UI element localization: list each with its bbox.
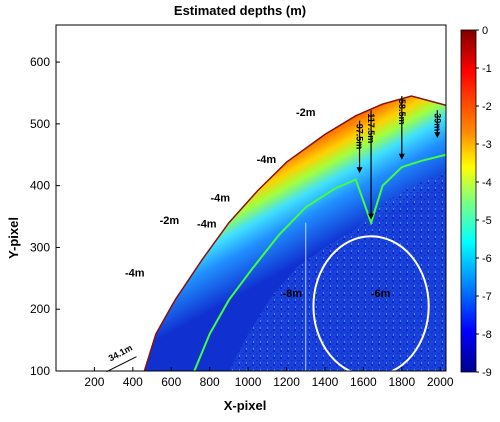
y-tick-label: 500 [30, 117, 50, 131]
x-tick-label: 1400 [312, 375, 339, 389]
x-tick-label: 1200 [273, 375, 300, 389]
x-tick-label: 800 [200, 375, 220, 389]
depth-label: -6m [371, 288, 391, 300]
arrow-head [356, 167, 363, 174]
colorbar-tick-label: -5 [482, 215, 492, 227]
colorbar-tick-label: -2 [482, 101, 492, 113]
x-axis-label: X-pixel [224, 398, 267, 413]
x-tick-label: 1600 [350, 375, 377, 389]
colorbar [460, 29, 477, 373]
depth-label: -2m [296, 107, 316, 119]
distance-label: 39m [432, 113, 442, 131]
depth-label: -2m [160, 215, 180, 227]
depth-label: -4m [210, 193, 230, 205]
colorbar-tick-label: -4 [482, 177, 492, 189]
arrow-head [368, 213, 375, 220]
depth-label: -8m [283, 288, 303, 300]
distance-label: 117.5m [366, 113, 376, 143]
colorbar-tick-label: -1 [482, 63, 492, 75]
depth-label: -4m [197, 219, 217, 231]
x-tick-label: 2000 [427, 375, 454, 389]
plot-frame [55, 24, 447, 372]
distance-label: 97.5m [355, 124, 365, 150]
highlight-ellipse [312, 235, 430, 377]
colorbar-tick-label: -3 [482, 139, 492, 151]
x-tick-label: 200 [84, 375, 104, 389]
y-tick-label: 300 [30, 240, 50, 254]
y-axis-ticks: 100 200 300 400 500 600 [30, 55, 60, 378]
contour-4m [193, 153, 446, 371]
x-axis-ticks: 200 400 600 800 1000 1200 1400 1600 1800 2000 [84, 367, 454, 389]
chart-title: Estimated depths (m) [174, 3, 306, 18]
arrow-head [398, 153, 405, 160]
colorbar-tick-label: -8 [482, 329, 492, 341]
x-tick-label: 400 [123, 375, 143, 389]
depth-labels: -2m -4m -4m -2m -4m -4m -8m -6m [125, 107, 391, 300]
colorbar-ticks: 0 -1 -2 -3 -4 -5 -6 -7 -8 -9 [476, 25, 492, 379]
colorbar-tick-label: -9 [482, 367, 492, 379]
x-tick-label: 1000 [235, 375, 262, 389]
colorbar-tick-label: -6 [482, 253, 492, 265]
colorbar-tick-label: 0 [482, 25, 488, 37]
y-tick-label: 400 [30, 179, 50, 193]
depth-label: -4m [125, 267, 145, 279]
distance-line [106, 356, 137, 373]
y-axis-label: Y-pixel [6, 217, 21, 259]
colorbar-tick-label: -7 [482, 291, 492, 303]
arrow-head [434, 132, 441, 139]
y-tick-label: 200 [30, 302, 50, 316]
x-tick-label: 1800 [388, 375, 415, 389]
x-tick-label: 600 [161, 375, 181, 389]
distance-label: 58.5m [397, 99, 407, 125]
y-tick-label: 100 [30, 364, 50, 378]
shoreline-edge [143, 95, 446, 371]
depth-label: -4m [257, 154, 277, 166]
y-tick-label: 600 [30, 55, 50, 69]
speckle-texture [228, 173, 446, 371]
